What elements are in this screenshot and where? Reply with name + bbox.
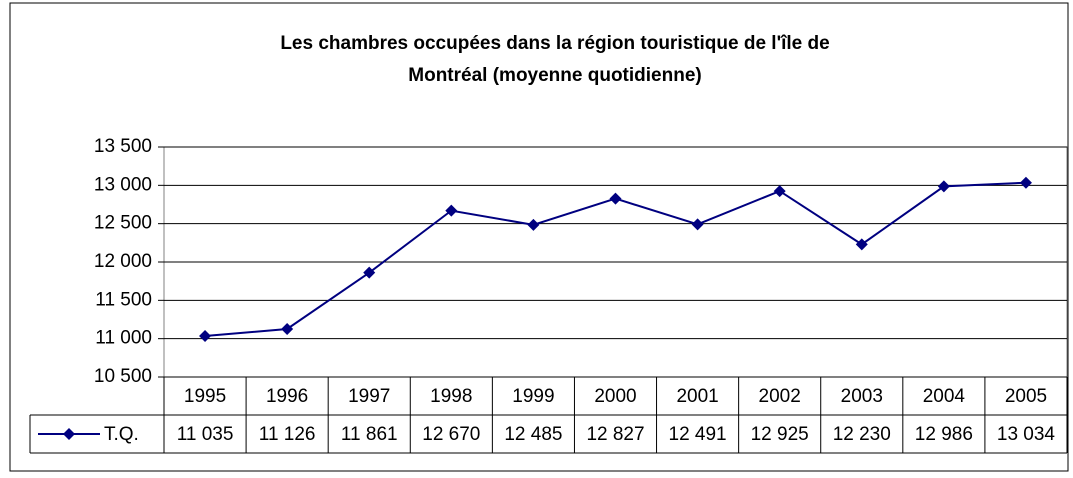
marker xyxy=(527,218,540,231)
data-table-value: 12 230 xyxy=(833,424,891,445)
data-table-value: 12 986 xyxy=(915,424,973,445)
x-tick-label: 1995 xyxy=(184,386,226,407)
data-table-value: 13 034 xyxy=(997,424,1056,445)
y-tick-label: 12 500 xyxy=(94,213,152,234)
marker xyxy=(199,329,212,342)
x-tick-label: 2000 xyxy=(594,386,636,407)
y-tick-label: 10 500 xyxy=(94,366,152,387)
x-tick-label: 1997 xyxy=(348,386,390,407)
data-table-value: 12 925 xyxy=(751,424,809,445)
x-tick-label: 2003 xyxy=(841,386,883,407)
marker xyxy=(1019,176,1032,189)
x-tick-label: 2005 xyxy=(1005,386,1047,407)
y-tick-label: 11 500 xyxy=(95,289,152,310)
marker xyxy=(691,218,704,231)
marker xyxy=(855,238,868,251)
data-table-value: 12 827 xyxy=(586,424,644,445)
marker xyxy=(937,180,950,193)
x-tick-label: 1998 xyxy=(430,386,472,407)
marker xyxy=(609,192,622,205)
marker xyxy=(363,266,376,279)
x-tick-label: 2004 xyxy=(923,386,966,407)
marker xyxy=(773,185,786,198)
legend-label: T.Q. xyxy=(104,424,139,445)
y-tick-label: 11 000 xyxy=(95,328,152,349)
legend-marker xyxy=(63,428,75,440)
x-tick-label: 1999 xyxy=(512,386,554,407)
x-tick-label: 2002 xyxy=(759,386,801,407)
x-tick-label: 2001 xyxy=(676,386,718,407)
data-table-value: 11 126 xyxy=(259,424,316,445)
marker xyxy=(281,323,294,336)
y-tick-label: 13 000 xyxy=(94,174,152,195)
data-table-value: 11 035 xyxy=(177,424,234,445)
marker xyxy=(445,204,458,217)
y-tick-label: 12 000 xyxy=(94,251,152,272)
x-tick-label: 1996 xyxy=(266,386,308,407)
chart-title: Les chambres occupées dans la région tou… xyxy=(280,33,829,54)
data-table-value: 12 491 xyxy=(669,424,727,445)
data-table-value: 12 670 xyxy=(422,424,480,445)
chart-title: Montréal (moyenne quotidienne) xyxy=(408,65,701,86)
data-table-value: 11 861 xyxy=(341,424,398,445)
data-table-value: 12 485 xyxy=(504,424,562,445)
y-tick-label: 13 500 xyxy=(94,136,152,157)
